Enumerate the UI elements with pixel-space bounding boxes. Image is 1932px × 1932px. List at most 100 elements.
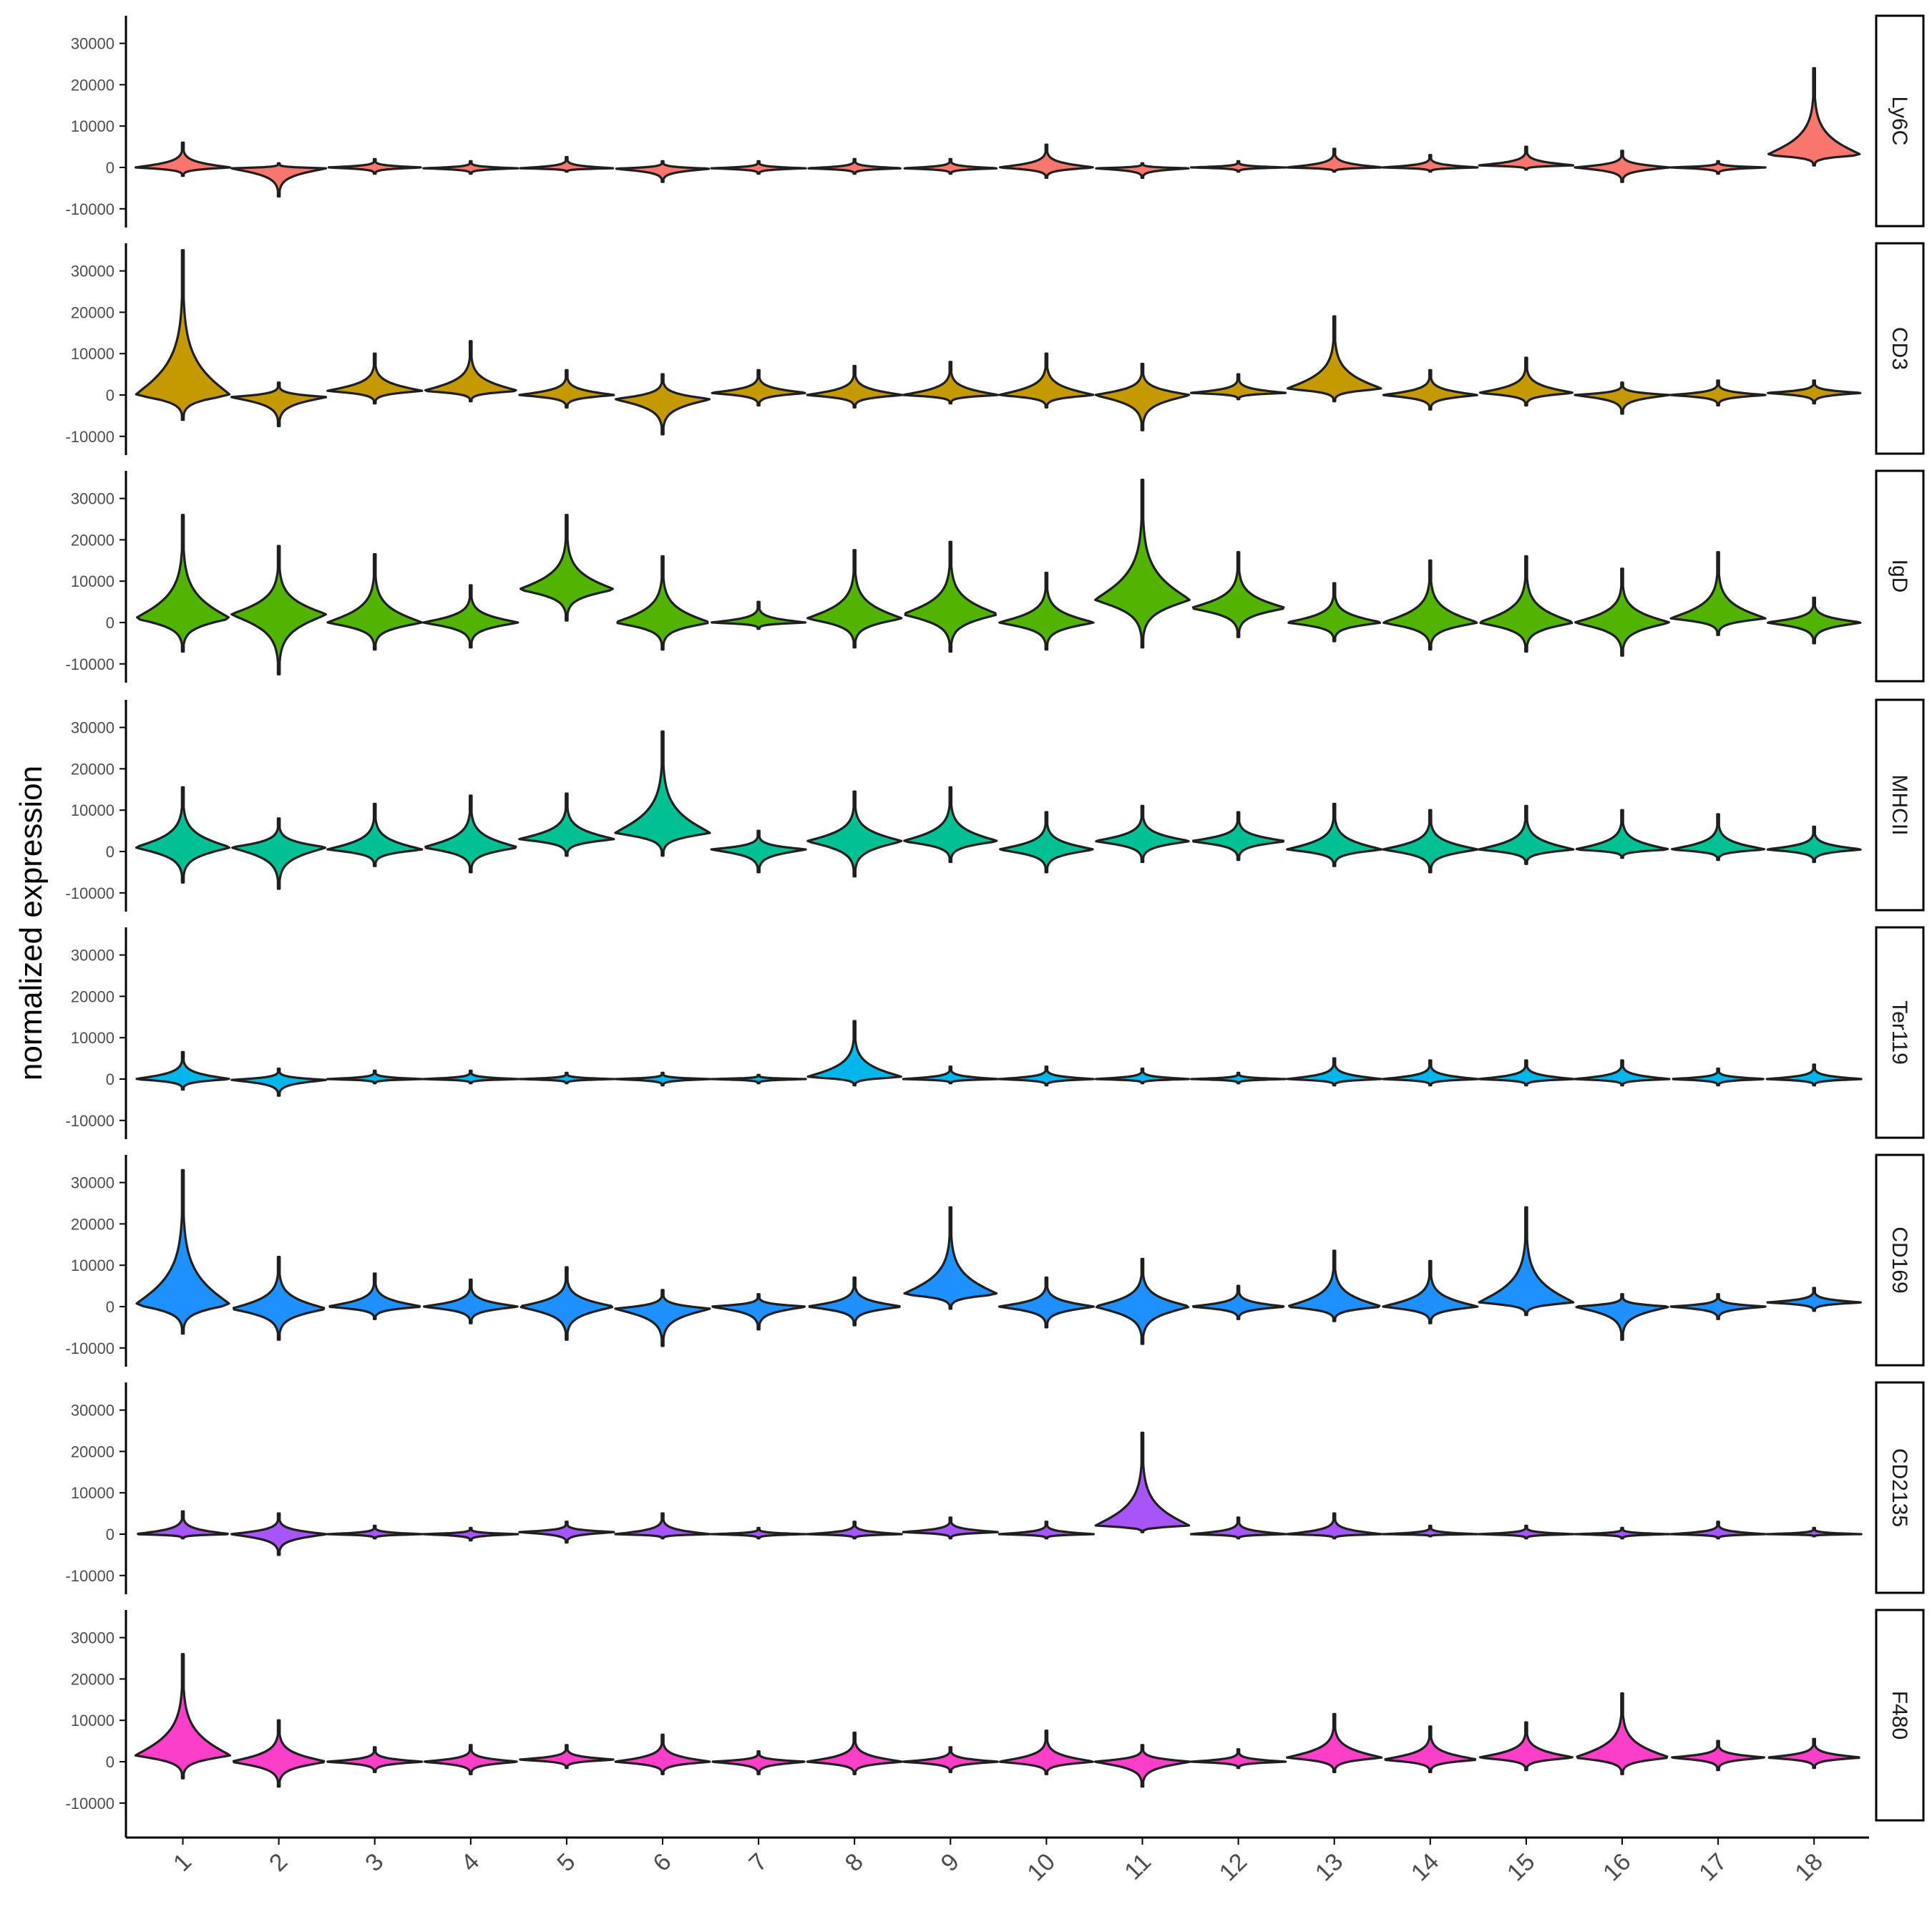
- y-tick-label: 10000: [71, 1029, 114, 1047]
- x-tick-label: 6: [648, 1848, 676, 1877]
- violin-F480-7: [711, 1750, 806, 1775]
- violin-Ly6C-13: [1286, 147, 1382, 173]
- violin-CD3-14: [1382, 369, 1478, 411]
- violin-IgD-3: [326, 553, 424, 651]
- violin-CD3-4: [424, 340, 517, 403]
- violin-MHCII-13: [1286, 802, 1383, 867]
- violin-Ly6C-2: [230, 162, 328, 198]
- violin-CD2135-18: [1765, 1526, 1863, 1538]
- y-tick-label: -10000: [65, 200, 114, 218]
- facet-strip: [1875, 698, 1925, 912]
- y-tick-label: 20000: [71, 303, 114, 321]
- violin-CD2135-16: [1574, 1526, 1671, 1540]
- x-tick-label: 15: [1502, 1848, 1541, 1887]
- facet-label: Ly6C: [1888, 97, 1911, 146]
- violin-F480-16: [1576, 1692, 1669, 1775]
- violin-CD2135-15: [1478, 1524, 1575, 1540]
- y-tick-label: 10000: [71, 345, 114, 363]
- y-tick-label: 10000: [71, 1257, 114, 1274]
- violin-IgD-9: [904, 540, 997, 653]
- violin-MHCII-3: [326, 802, 424, 867]
- panel-CD169: -10000 0 10000 20000 30000 CD169: [65, 1153, 1925, 1367]
- panels: -10000 0 10000 20000 30000 Ly6C -10000 0 10000 20…: [65, 14, 1925, 1822]
- violin-Ter119-15: [1478, 1059, 1575, 1087]
- x-tick-label: 16: [1598, 1848, 1636, 1887]
- panel-CD2135: -10000 0 10000 20000 30000 CD2135: [65, 1381, 1925, 1594]
- y-tick-label: 10000: [71, 572, 114, 590]
- violin-Ly6C-9: [903, 157, 998, 175]
- violin-Ly6C-7: [710, 160, 807, 175]
- violin-IgD-13: [1287, 582, 1382, 643]
- facet-label: Ter119: [1888, 1000, 1911, 1065]
- y-tick-label: 20000: [71, 760, 114, 778]
- violin-Ly6C-12: [1190, 160, 1287, 173]
- x-tick-label: 8: [840, 1848, 869, 1877]
- violin-CD3-1: [135, 249, 231, 421]
- violin-CD3-6: [615, 373, 711, 436]
- violin-MHCII-18: [1766, 825, 1862, 864]
- y-tick-label: 30000: [71, 947, 114, 965]
- x-axis: 1 2 3 4 5 6 7 8 9 10 11 12 13 14 15 16 17 18: [125, 1815, 1869, 1887]
- violin-MHCII-17: [1671, 813, 1766, 862]
- y-tick-label: 30000: [71, 35, 114, 53]
- violin-CD3-16: [1574, 381, 1671, 415]
- violin-CD169-4: [422, 1278, 519, 1324]
- violin-Ly6C-3: [327, 157, 422, 175]
- facet-strip: [1875, 1153, 1925, 1367]
- y-axis-label: normalized expression: [14, 766, 49, 1080]
- violin-CD2135-3: [326, 1524, 424, 1540]
- violin-IgD-15: [1479, 555, 1574, 653]
- violin-F480-15: [1478, 1721, 1574, 1772]
- panel-Ly6C: -10000 0 10000 20000 30000 Ly6C: [65, 14, 1925, 228]
- y-tick-label: 20000: [71, 531, 114, 549]
- violin-MHCII-1: [135, 786, 231, 884]
- violin-F480-10: [998, 1729, 1094, 1775]
- violin-Ter119-7: [710, 1073, 807, 1085]
- violin-IgD-4: [422, 584, 519, 649]
- violin-Ter119-10: [997, 1065, 1095, 1087]
- violin-CD169-5: [519, 1266, 614, 1341]
- x-tick-label: 5: [552, 1848, 580, 1877]
- violin-CD3-10: [998, 352, 1095, 409]
- violin-IgD-1: [136, 514, 230, 653]
- violin-Ly6C-16: [1574, 150, 1671, 183]
- violin-CD3-7: [711, 369, 806, 407]
- violin-CD169-7: [711, 1293, 806, 1331]
- violin-MHCII-6: [614, 730, 711, 857]
- x-tick-label: 3: [360, 1848, 389, 1877]
- violin-Ter119-12: [1190, 1071, 1287, 1085]
- violin-F480-8: [806, 1731, 903, 1775]
- panel-IgD: -10000 0 10000 20000 30000 IgD: [65, 469, 1925, 683]
- violin-Ly6C-1: [134, 141, 232, 177]
- facet-label: CD3: [1888, 327, 1911, 370]
- facet-label: CD169: [1888, 1226, 1911, 1293]
- violin-CD3-9: [902, 361, 999, 405]
- x-tick-label: 13: [1310, 1848, 1349, 1887]
- y-tick-label: -10000: [65, 1567, 114, 1585]
- x-tick-label: 10: [1022, 1848, 1060, 1887]
- y-tick-label: 30000: [71, 719, 114, 737]
- facet-label: CD2135: [1888, 1448, 1911, 1527]
- x-tick-label: 11: [1119, 1848, 1156, 1885]
- violin-CD3-15: [1478, 356, 1574, 407]
- facet-strip: [1875, 926, 1925, 1139]
- violin-MHCII-15: [1478, 804, 1575, 865]
- violin-CD2135-4: [422, 1526, 519, 1542]
- violin-MHCII-5: [518, 792, 615, 857]
- x-tick-label: 12: [1214, 1848, 1253, 1887]
- y-tick-label: 30000: [71, 263, 114, 280]
- y-tick-label: 0: [106, 1070, 114, 1088]
- y-tick-label: 0: [106, 1526, 114, 1543]
- facet-strip: [1875, 1381, 1925, 1594]
- violin-IgD-2: [230, 545, 327, 675]
- violin-CD3-8: [806, 364, 903, 409]
- violin-F480-17: [1671, 1740, 1765, 1772]
- violin-Ter119-3: [326, 1069, 424, 1085]
- violin-F480-18: [1767, 1737, 1860, 1770]
- x-tick-label: 17: [1694, 1848, 1732, 1887]
- y-tick-label: 0: [106, 1298, 114, 1316]
- y-tick-label: 20000: [71, 76, 114, 94]
- violin-MHCII-12: [1192, 811, 1285, 862]
- violin-IgD-11: [1094, 479, 1191, 649]
